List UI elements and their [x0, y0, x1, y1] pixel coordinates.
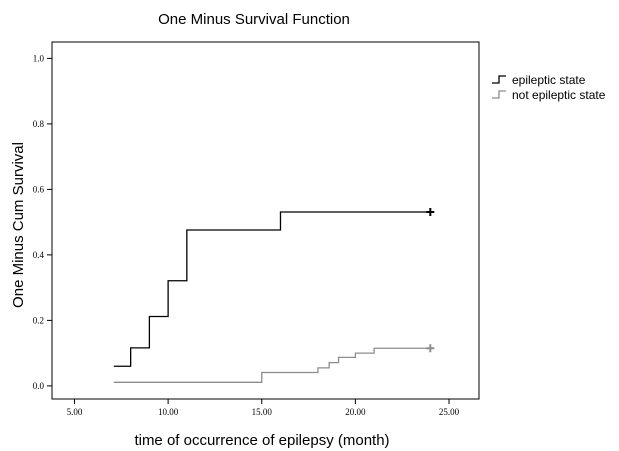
series-line-0: [113, 211, 431, 367]
censor-mark: [426, 344, 435, 353]
censor-mark: [426, 207, 435, 216]
legend-label-0: epileptic state: [512, 73, 586, 87]
series-layer: [113, 207, 435, 383]
legend-swatch-1: [492, 90, 506, 99]
plot-frame: [51, 41, 480, 400]
x-tick-label: 25.00: [439, 407, 460, 417]
y-tick-label: 0.8: [33, 119, 45, 129]
x-tick-label: 5.00: [67, 407, 83, 417]
x-axis-label: time of occurrence of epilepsy (month): [134, 432, 389, 449]
x-tick-label: 15.00: [252, 407, 273, 417]
y-tick-label: 0.4: [33, 250, 45, 260]
legend-label-1: not epileptic state: [512, 88, 606, 102]
y-tick-label: 0.0: [33, 381, 45, 391]
chart-title: One Minus Survival Function: [158, 11, 350, 28]
y-tick-label: 1.0: [33, 53, 45, 63]
y-axis-label: One Minus Cum Survival: [10, 142, 27, 308]
x-tick-label: 20.00: [345, 407, 366, 417]
x-tick-label: 10.00: [158, 407, 179, 417]
legend-swatch-0: [492, 75, 506, 84]
x-axis-ticks: 5.00 10.00 15.00 20.00 25.00: [67, 399, 460, 417]
y-tick-label: 0.2: [33, 315, 44, 325]
series-line-1: [113, 347, 431, 383]
y-tick-label: 0.6: [33, 184, 45, 194]
y-axis-ticks: 0.0 0.2 0.4 0.6 0.8 1.0: [33, 53, 52, 391]
